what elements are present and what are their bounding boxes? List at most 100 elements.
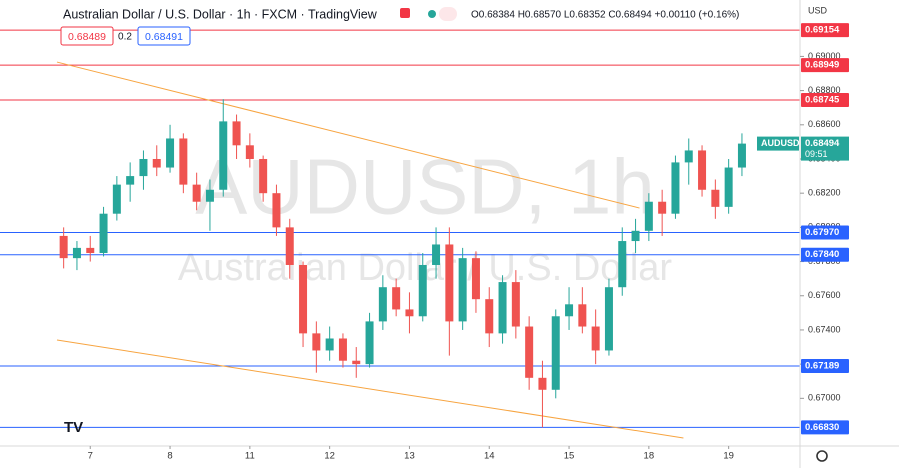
candle-body [498, 282, 507, 334]
candle-body [405, 309, 414, 317]
level-tag [801, 359, 849, 374]
candle-body [525, 326, 534, 378]
candle-body [325, 338, 334, 351]
candle-body [338, 338, 347, 361]
candle-body [112, 184, 121, 214]
candle-body [458, 258, 467, 322]
candle-body [418, 264, 427, 317]
candle-body [192, 184, 201, 202]
candle-body [219, 121, 228, 190]
settings-icon[interactable] [816, 450, 828, 462]
level-label: 0.67840 [805, 249, 839, 260]
candle-body [644, 201, 653, 231]
candle-body [658, 201, 667, 214]
ohlc-values: O0.68384 H0.68570 L0.68352 C0.68494 +0.0… [471, 10, 739, 21]
y-tick-label: 0.69000 [808, 51, 841, 61]
level-tag [801, 23, 849, 38]
ask: 0.68491 [145, 31, 183, 43]
candle-body [471, 258, 480, 300]
level-label: 0.69154 [805, 25, 840, 36]
trendline [56, 339, 684, 439]
x-tick-label: 15 [564, 451, 575, 462]
candle-body [511, 282, 520, 327]
alert-icon[interactable] [400, 8, 410, 18]
buy-button[interactable] [137, 26, 191, 46]
x-tick-label: 18 [644, 451, 655, 462]
candle-body [205, 189, 214, 202]
candle-body [392, 287, 401, 310]
symbol-title: Australian Dollar / U.S. Dollar · 1h · F… [63, 7, 378, 21]
y-tick-label: 0.67400 [808, 324, 841, 334]
y-tick-label: 0.68200 [808, 188, 841, 198]
y-tick-label: 0.68600 [808, 119, 841, 129]
candle-body [272, 193, 281, 228]
level-label: 0.68745 [805, 95, 840, 106]
x-tick-label: 8 [167, 451, 172, 462]
x-tick-label: 7 [88, 451, 93, 462]
level-label: 0.67970 [805, 227, 839, 238]
candle-body [604, 287, 613, 351]
candle-body [551, 316, 560, 390]
candle-body [179, 138, 188, 185]
candle-body [684, 150, 693, 163]
price-axis: 0.670000.672000.674000.676000.678000.680… [757, 23, 849, 435]
watermark: AUDUSD, 1h Australian Dollar / U.S. Doll… [178, 143, 673, 289]
x-tick-label: 13 [404, 451, 415, 462]
candle-body [432, 244, 441, 265]
y-tick-label: 0.68800 [808, 85, 841, 95]
status-dot [428, 10, 436, 18]
countdown: 09:51 [805, 149, 828, 159]
tv-logo: TV [64, 419, 83, 436]
plot-area [0, 29, 800, 439]
level-label: 0.67189 [805, 361, 839, 372]
x-tick-label: 12 [324, 451, 335, 462]
candle-body [618, 241, 627, 288]
level-label: 0.66830 [805, 422, 839, 433]
level-tag [801, 93, 849, 108]
candle-body [591, 326, 600, 351]
watermark-symbol: AUDUSD, 1h [195, 143, 654, 231]
candle-body [245, 145, 254, 159]
candle-body [365, 321, 374, 365]
symbol-label: AUDUSD [761, 138, 800, 148]
candle-body [711, 189, 720, 207]
spread: 0.2 [118, 32, 132, 43]
candle-body [232, 121, 241, 146]
currency: USD [808, 5, 828, 15]
candle-body [139, 158, 148, 177]
candle-body [724, 167, 733, 207]
candle-body [86, 247, 95, 254]
candle-body [671, 162, 680, 214]
candle-body [259, 158, 268, 194]
candle-body [538, 377, 547, 390]
candle-body [72, 247, 81, 259]
candle-body [312, 333, 321, 351]
candle-body [485, 299, 494, 334]
candle-body [285, 227, 294, 265]
x-tick-label: 14 [484, 451, 495, 462]
sell-button[interactable] [60, 26, 114, 46]
trendline [56, 61, 640, 209]
candle-body [99, 213, 108, 254]
logo: TV [64, 419, 83, 436]
candle-body [378, 287, 387, 322]
x-tick-label: 19 [723, 451, 734, 462]
x-tick-label: 11 [245, 451, 255, 462]
candle-body [152, 158, 161, 168]
symbol-tag [757, 136, 799, 151]
level-tag [801, 247, 849, 262]
candle-body [565, 304, 574, 317]
level-tag [801, 225, 849, 240]
candle-body [698, 150, 707, 190]
candle-body [737, 143, 746, 168]
candle-body [445, 244, 454, 322]
bid: 0.68489 [68, 31, 106, 43]
last-price-tag [801, 136, 849, 161]
candle-body [166, 138, 175, 168]
candle-body [59, 235, 68, 259]
level-label: 0.68949 [805, 60, 839, 71]
y-tick-label: 0.67600 [808, 290, 841, 300]
y-tick-label: 0.67000 [808, 393, 841, 403]
candle-body [352, 360, 361, 365]
